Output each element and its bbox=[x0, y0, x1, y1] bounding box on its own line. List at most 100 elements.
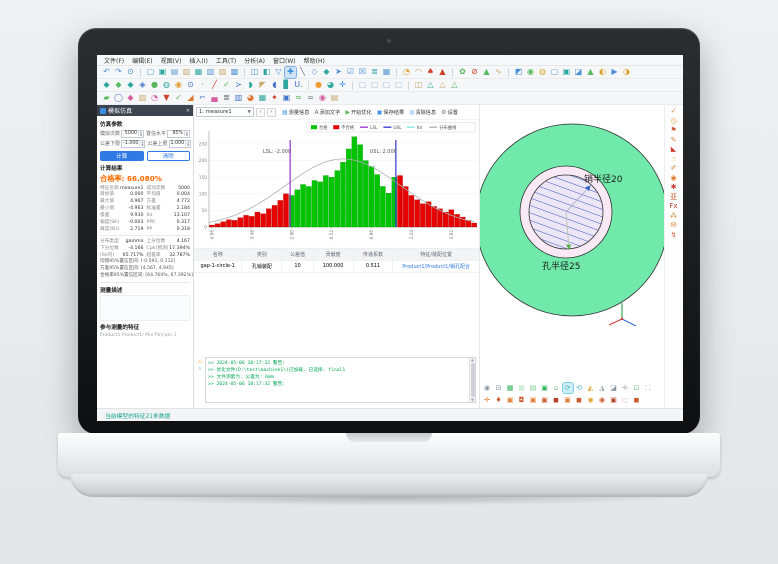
rail-tool-icon[interactable]: ◣ bbox=[670, 145, 677, 153]
toolbar-icon[interactable]: ◍ bbox=[163, 80, 170, 89]
close-icon[interactable]: ✕ bbox=[185, 107, 190, 114]
view-tool-icon[interactable]: ⊡ bbox=[633, 383, 640, 392]
toolbar-icon[interactable]: ▢ bbox=[358, 80, 367, 89]
next-button[interactable]: › bbox=[267, 107, 276, 117]
view-tool-icon[interactable]: ◮ bbox=[599, 383, 605, 392]
toolbar-icon[interactable]: ▊ bbox=[283, 80, 290, 89]
measure-dropdown[interactable]: 1: measure1 ▼ bbox=[196, 107, 254, 117]
toolbar-icon[interactable]: ≻ bbox=[235, 80, 242, 89]
scroll-up-icon[interactable]: ▲ bbox=[471, 358, 474, 362]
toolbar-icon[interactable]: ◆ bbox=[127, 93, 134, 102]
rail-tool-icon[interactable]: ☝ bbox=[671, 154, 676, 163]
view-tool-icon[interactable]: ▣ bbox=[506, 395, 514, 404]
toolbar-icon[interactable]: ▤ bbox=[330, 93, 339, 102]
spinner-icon[interactable]: ▲ ▼ bbox=[138, 129, 143, 137]
toolbar-icon[interactable]: ╲ bbox=[300, 67, 305, 76]
menu-item[interactable]: 插入(I) bbox=[189, 57, 208, 65]
toolbar-icon[interactable]: ╱ bbox=[212, 80, 217, 89]
toolbar-icon[interactable]: ◯ bbox=[114, 93, 123, 102]
spinner-icon[interactable]: ▲ ▼ bbox=[185, 139, 190, 147]
toolbar-icon[interactable]: ⊙ bbox=[127, 67, 134, 76]
toolbar-icon[interactable]: ▼ bbox=[163, 93, 170, 102]
rail-tool-icon[interactable]: ✓ bbox=[670, 107, 677, 115]
toolbar-icon[interactable]: ≈ bbox=[295, 93, 302, 102]
calculate-button[interactable]: 计算 bbox=[100, 150, 144, 161]
scroll-thumb[interactable] bbox=[470, 363, 475, 397]
view-tool-icon[interactable]: ▣ bbox=[564, 395, 571, 404]
view-tool-icon[interactable]: ◪ bbox=[610, 383, 617, 392]
view-tool-icon[interactable]: ◼ bbox=[633, 395, 640, 404]
view-tool-icon[interactable]: ♦ bbox=[495, 395, 502, 404]
toolbar-icon[interactable]: ● bbox=[151, 80, 158, 89]
view-tool-icon[interactable]: ⊟ bbox=[495, 383, 502, 392]
toolbar-icon[interactable]: ◕ bbox=[327, 80, 334, 89]
rail-tool-icon[interactable]: ◉ bbox=[670, 173, 677, 182]
toolbar-icon[interactable]: ▣ bbox=[158, 67, 167, 76]
toolbar-icon[interactable]: ▣ bbox=[282, 93, 291, 102]
toolbar-icon[interactable]: ≣ bbox=[371, 67, 378, 76]
view-tool-icon[interactable]: ◘ bbox=[518, 395, 525, 404]
rail-tool-icon[interactable]: ✱ bbox=[670, 183, 677, 191]
menu-item[interactable]: 窗口(W) bbox=[273, 57, 296, 65]
rail-tool-icon[interactable]: Fx bbox=[669, 202, 678, 210]
toolbar-icon[interactable]: △ bbox=[451, 80, 458, 89]
toolbar-icon[interactable]: ▲ bbox=[439, 67, 446, 76]
toolbar-icon[interactable]: ▣ bbox=[562, 67, 571, 76]
toolbar-icon[interactable]: ▢ bbox=[146, 67, 155, 76]
toolbar-icon[interactable]: ▢ bbox=[394, 80, 403, 89]
toolbar-icon[interactable]: ◫ bbox=[250, 67, 259, 76]
toolbar-icon[interactable]: ◗ bbox=[248, 80, 253, 89]
menu-item[interactable]: 文件(F) bbox=[104, 57, 125, 65]
toolbar-icon[interactable]: △ bbox=[427, 80, 434, 89]
toolbar-icon[interactable]: U. bbox=[294, 80, 303, 89]
spinner-icon[interactable]: ▲ ▼ bbox=[139, 139, 144, 147]
toolbar-icon[interactable]: ◆ bbox=[127, 80, 134, 89]
table-row[interactable]: gap-1-circle-1 孔销装配 10 100.000 0.511 Product1… bbox=[194, 261, 479, 273]
chart-tool-button[interactable]: ◎ 清除信息 bbox=[407, 107, 438, 118]
toolbar-icon[interactable]: ✛ bbox=[339, 80, 346, 89]
toolbar-icon[interactable]: ◑ bbox=[623, 67, 630, 76]
chart-tool-button[interactable]: ▶ 开始优化 bbox=[343, 107, 373, 118]
toolbar-icon[interactable]: = bbox=[307, 93, 314, 102]
view-tool-icon[interactable]: ▣ bbox=[541, 383, 548, 392]
view-tool-icon[interactable]: ◉ bbox=[598, 395, 606, 404]
param-input[interactable]: -1.000 ▲ ▼ bbox=[121, 139, 146, 148]
view-tool-icon[interactable]: ⌂ bbox=[553, 383, 559, 392]
chart-tool-button[interactable]: A 添加文字 bbox=[312, 107, 342, 118]
toolbar-icon[interactable]: ✿ bbox=[459, 67, 466, 76]
toolbar-icon[interactable]: ◍ bbox=[539, 67, 546, 76]
toolbar-icon[interactable]: ➤ bbox=[335, 67, 342, 76]
param-input[interactable]: 5000 ▲ ▼ bbox=[121, 129, 144, 138]
view-tool-icon[interactable]: ▣ bbox=[610, 395, 617, 404]
toolbar-icon[interactable]: ◉ bbox=[319, 93, 326, 102]
view-tool-icon[interactable]: ✛ bbox=[622, 383, 628, 392]
toolbar-icon[interactable]: ◫ bbox=[414, 80, 423, 89]
toolbar-icon[interactable]: ↶ bbox=[103, 67, 110, 76]
toolbar-icon[interactable]: ◆ bbox=[323, 67, 330, 76]
toolbar-icon[interactable]: ◧ bbox=[262, 67, 271, 76]
table-cell-link[interactable]: Product1/Product1/销孔配合 bbox=[393, 261, 479, 273]
view-tool-icon[interactable]: ◭ bbox=[587, 383, 594, 392]
rail-tool-icon[interactable]: ✉ bbox=[670, 221, 677, 229]
toolbar-icon[interactable]: ✚ bbox=[284, 65, 297, 79]
toolbar-icon[interactable]: ▦ bbox=[382, 67, 391, 76]
toolbar-icon[interactable]: ∿ bbox=[495, 67, 502, 76]
scroll-down-icon[interactable]: ▼ bbox=[471, 398, 474, 402]
toolbar-icon[interactable]: ✓ bbox=[175, 93, 182, 102]
rail-tool-icon[interactable]: ⚑ bbox=[670, 126, 677, 134]
toolbar-icon[interactable]: ▢ bbox=[382, 80, 391, 89]
description-box[interactable] bbox=[100, 295, 190, 322]
toolbar-icon[interactable]: ◕ bbox=[247, 93, 254, 102]
log-box[interactable]: >> 2024-05-06 10:17:32 警告: >> 优化文件(D:\tes… bbox=[205, 357, 476, 403]
toolbar-icon[interactable]: ▢ bbox=[550, 67, 559, 76]
rail-tool-icon[interactable]: 亚 bbox=[670, 192, 677, 201]
toolbar-icon[interactable]: ▦ bbox=[194, 67, 203, 76]
toolbar-icon[interactable]: ▤ bbox=[170, 67, 179, 76]
view-tool-icon[interactable]: ◉ bbox=[483, 383, 491, 392]
rail-tool-icon[interactable]: ✐ bbox=[670, 164, 677, 172]
toolbar-icon[interactable]: ▽ bbox=[275, 67, 282, 76]
view-tool-icon[interactable]: ▦ bbox=[518, 383, 525, 392]
toolbar-icon[interactable]: ⊘ bbox=[471, 67, 478, 76]
view-tool-icon[interactable]: ◼ bbox=[576, 395, 582, 404]
view-tool-icon[interactable]: ◼ bbox=[553, 395, 559, 404]
